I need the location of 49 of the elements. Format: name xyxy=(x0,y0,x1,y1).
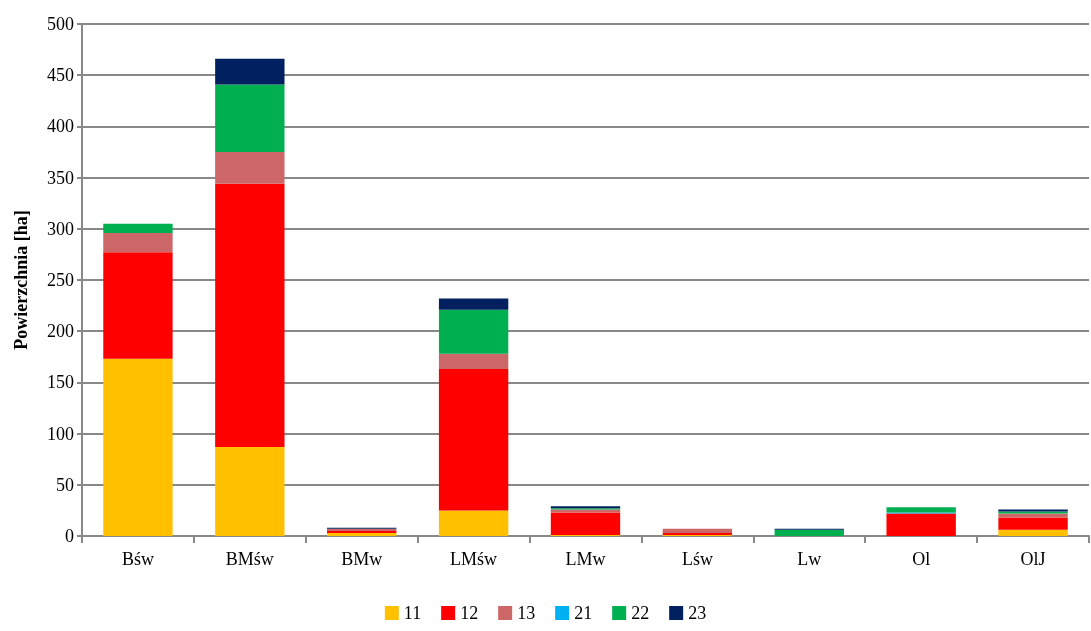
legend-label: 12 xyxy=(460,603,479,623)
x-tick-label: Lw xyxy=(797,549,822,569)
y-tick-label: 250 xyxy=(47,270,74,290)
bar xyxy=(662,528,733,533)
y-axis-title: Powierzchnia [ha] xyxy=(11,210,31,350)
x-tick-label: Bśw xyxy=(121,549,154,569)
bar xyxy=(774,529,844,536)
bar xyxy=(215,58,285,85)
bar xyxy=(438,309,509,354)
x-tick-label: Ol xyxy=(912,549,931,569)
bar xyxy=(103,223,173,233)
bar xyxy=(886,513,956,536)
legend-label: 23 xyxy=(688,603,707,623)
bar xyxy=(215,84,285,152)
legend-label: 22 xyxy=(631,603,650,623)
bar xyxy=(215,446,285,536)
bar xyxy=(438,353,509,370)
y-tick-label: 100 xyxy=(47,423,74,444)
bar xyxy=(550,512,621,535)
bar xyxy=(103,232,173,253)
bar xyxy=(103,252,173,359)
y-tick-label: 500 xyxy=(47,14,74,34)
y-tick-label: 150 xyxy=(47,372,74,393)
y-tick-label: 300 xyxy=(47,218,74,239)
y-tick-label: 0 xyxy=(65,526,74,546)
legend-label: 11 xyxy=(403,603,422,623)
x-tick-label: LMśw xyxy=(450,549,498,569)
x-tick-label: BMśw xyxy=(225,549,274,569)
bar xyxy=(438,510,509,536)
x-tick-label: LMw xyxy=(565,549,606,569)
legend-label: 13 xyxy=(517,603,536,623)
y-tick-label: 450 xyxy=(47,65,74,86)
bar xyxy=(438,369,509,511)
bar xyxy=(998,513,1068,518)
y-tick-label: 200 xyxy=(47,321,74,342)
y-tick-label: 400 xyxy=(47,116,74,137)
bar xyxy=(438,298,509,310)
x-tick-label: BMw xyxy=(341,549,383,569)
y-tick-label: 350 xyxy=(47,167,74,188)
y-tick-label: 50 xyxy=(56,474,74,495)
x-tick-label: Lśw xyxy=(681,549,713,569)
legend-label: 21 xyxy=(574,603,593,623)
bar xyxy=(103,358,173,536)
bar xyxy=(886,507,956,513)
bar xyxy=(998,517,1068,530)
x-tick-label: OlJ xyxy=(1020,549,1046,569)
bar xyxy=(998,529,1068,536)
bar xyxy=(215,183,285,447)
bar xyxy=(215,152,285,184)
